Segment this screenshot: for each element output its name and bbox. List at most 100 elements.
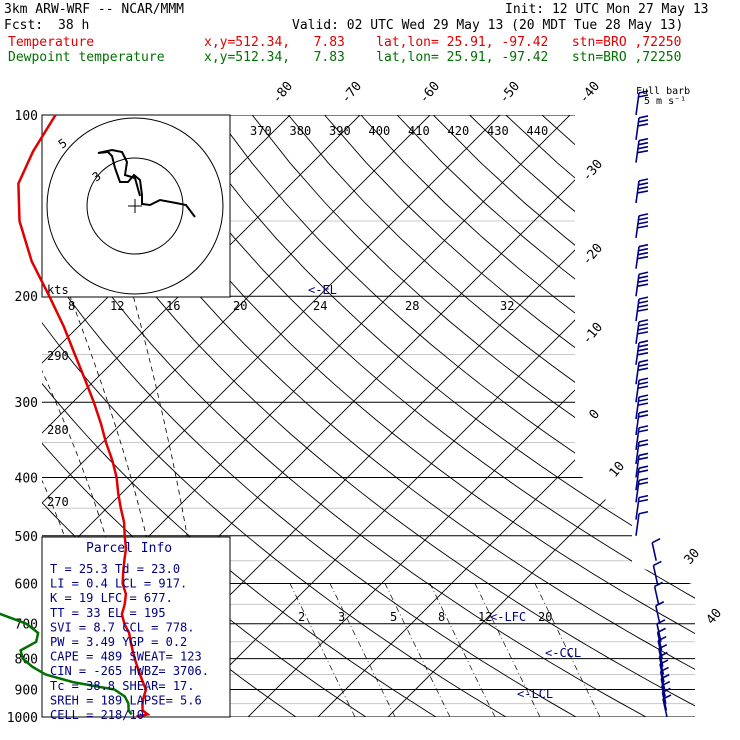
wind-barb-staff [659,663,665,683]
wind-barb-flag [638,498,649,503]
wind-barb [635,377,649,403]
mixing-ratio-low-label: 12 [478,610,492,624]
mixing-ratio-label: 8 [68,299,75,313]
wind-barb-flag [638,340,649,344]
wind-barb [635,510,649,536]
wind-barb-staff [658,656,665,675]
parcel-info-row: CELL = 218/10 [50,708,144,722]
theta-label: 420 [448,124,470,138]
wind-barb [653,581,663,605]
hodograph-ring-inner [86,157,184,255]
lcl-marker: <-LCL [517,687,553,701]
wind-barb [635,410,649,436]
wind-barb-staff [661,692,668,711]
wind-barb-flag [638,247,649,252]
hodograph-units: kts [47,283,69,297]
wind-barb-flag [637,352,649,356]
wind-barb [635,425,649,451]
wind-barb-flag [638,344,649,348]
mixing-ratio-label: 20 [233,299,247,313]
wind-barb [635,340,649,365]
theta-label: 390 [329,124,351,138]
wind-barb-flag [637,145,649,150]
wind-barb-flag [637,283,649,288]
wind-barb [635,477,649,503]
isotherm-line [247,115,695,717]
wind-barb-flag [638,275,649,280]
wind-barb [635,439,649,465]
ccl-marker: <-CCL [545,646,581,660]
parcel-info-row: SREH = 189 LAPSE= 5.6 [50,693,202,707]
isotherm-top-label: -80 [270,79,297,107]
wind-barb [635,494,649,520]
lfc-marker: <-LFC [490,610,526,624]
wind-barb-staff [660,678,666,697]
isotherm-right-label: -20 [580,241,607,269]
wind-barb-flag [638,398,649,402]
wind-barb-flag [638,443,649,447]
moist-adiabat-line [0,296,3,717]
wind-barb-flag [638,141,649,146]
wind-barb-flag [637,190,649,194]
wind-barb-flag [638,429,649,433]
isotherm-line [387,115,695,717]
wind-barb [635,213,649,238]
hodograph-ring-outer [46,117,224,295]
dry-adiabat-line [42,115,577,717]
theta-label: 380 [290,124,312,138]
mixing-ratio-low-label: 2 [298,610,305,624]
wind-barb-flag [638,319,649,323]
forecast-hour: 38 h [58,18,90,33]
wind-barb-flag [656,619,666,625]
forecast-label: Fcst: [4,18,44,33]
wind-barb-flag [653,560,662,567]
wind-barb [635,90,649,116]
wind-barb-staff [651,542,657,561]
wind-barb-flag [638,243,649,248]
dry-adiabat-line [179,115,695,717]
dry-adiabat-line [215,115,695,717]
mixing-ratio-line [384,583,451,717]
wind-barb-staff [659,671,666,690]
wind-barb-flag [637,279,649,284]
parcel-info-row: T = 25.3 Td = 23.0 [50,562,180,576]
isotherm-line [42,115,361,717]
dry-adiabat-line [70,115,695,717]
wind-barb-staff [662,698,668,718]
isotherm-top-label: -40 [577,79,604,107]
dewpoint-legend: Dewpoint temperature [8,50,165,65]
theta-label: 410 [408,124,430,138]
temperature-legend: Temperature [8,35,95,50]
pressure-tick-label: 600 [15,577,38,592]
mixing-ratio-low-label: 5 [390,610,397,624]
el-marker: <-EL [308,283,337,297]
wind-barb-flag [638,271,649,276]
wind-barb-flag [638,381,649,386]
wind-barb [635,178,649,204]
wind-barb [651,537,661,561]
mixing-ratio-label: 28 [405,299,419,313]
mixing-ratio-low-label: 8 [438,610,445,624]
wind-barb-flag [637,186,649,190]
dry-adiabat-line [42,115,647,717]
wind-barb-flag [637,149,649,154]
wind-barb-staff [656,623,662,642]
wind-barb [635,465,649,491]
pressure-tick-label: 900 [15,683,38,698]
wind-barb-flag [638,394,649,398]
model-title: 3km ARW-WRF -- NCAR/MMM [4,2,185,17]
wind-barb [635,394,649,420]
wind-barb [635,137,649,163]
wind-barb-flag [638,119,649,123]
mixing-ratio-line [329,583,396,717]
isotherm-right-label: 10 [607,459,629,481]
wind-barb-flag [638,439,649,443]
wind-barb-flag [637,255,649,260]
wind-barb-flag [638,359,649,363]
wind-barb-flag [637,225,649,229]
parcel-info-title: Parcel Info [86,541,172,556]
theta-label: 400 [369,124,391,138]
parcel-info-row: CIN = -265 HWBZ= 3706. [50,664,209,678]
init-time: Init: 12 UTC Mon 27 May 13 [505,2,709,17]
dry-adiabat-line [251,115,695,717]
